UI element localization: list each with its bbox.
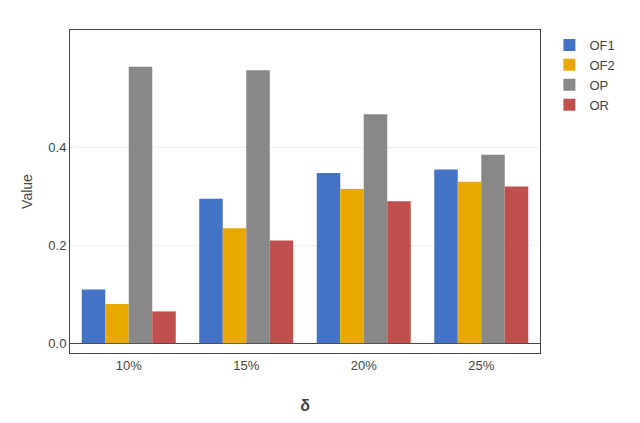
svg-text:0.2: 0.2 bbox=[48, 238, 66, 253]
svg-text:10%: 10% bbox=[116, 358, 142, 373]
svg-text:Value: Value bbox=[19, 174, 35, 209]
svg-text:15%: 15% bbox=[233, 358, 259, 373]
svg-text:OF2: OF2 bbox=[589, 58, 614, 73]
svg-text:0.4: 0.4 bbox=[48, 140, 66, 155]
svg-text:25%: 25% bbox=[468, 358, 494, 373]
svg-text:OR: OR bbox=[589, 98, 609, 113]
svg-text:0.0: 0.0 bbox=[48, 336, 66, 351]
svg-text:OF1: OF1 bbox=[589, 38, 614, 53]
svg-text:OP: OP bbox=[589, 78, 608, 93]
svg-text:20%: 20% bbox=[351, 358, 377, 373]
svg-text:δ: δ bbox=[300, 397, 310, 414]
